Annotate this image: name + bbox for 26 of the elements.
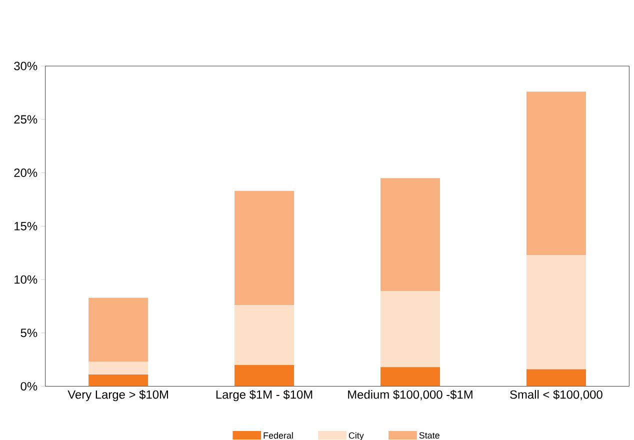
x-tick-label: Large $1M - $10M <box>216 390 312 402</box>
legend-label: City <box>348 432 364 440</box>
x-tick-label: Very Large > $10M <box>68 390 168 402</box>
bar <box>526 369 586 386</box>
bar <box>234 190 294 306</box>
bar <box>234 364 294 386</box>
y-tick-label: 0% <box>20 382 38 390</box>
bar <box>88 298 148 362</box>
legend-label: State <box>419 432 440 439</box>
y-tick-label: 15% <box>14 222 38 230</box>
y-tick-label: 25% <box>14 115 38 124</box>
bar <box>380 367 440 386</box>
legend-label: Federal <box>264 432 293 439</box>
y-tick-label: 30% <box>14 62 38 70</box>
bar <box>380 178 440 292</box>
y-tick-label: 10% <box>14 275 38 284</box>
bar <box>88 374 148 386</box>
bar <box>88 362 148 374</box>
bar <box>380 291 440 368</box>
x-tick-label: Small < $100,000 <box>510 390 602 400</box>
bar <box>526 92 586 255</box>
bar <box>526 254 586 370</box>
x-tick-label: Medium $100,000 -$1M <box>348 390 472 400</box>
y-tick-label: 20% <box>14 168 38 177</box>
bar <box>234 305 294 365</box>
y-tick-label: 5% <box>20 328 38 338</box>
